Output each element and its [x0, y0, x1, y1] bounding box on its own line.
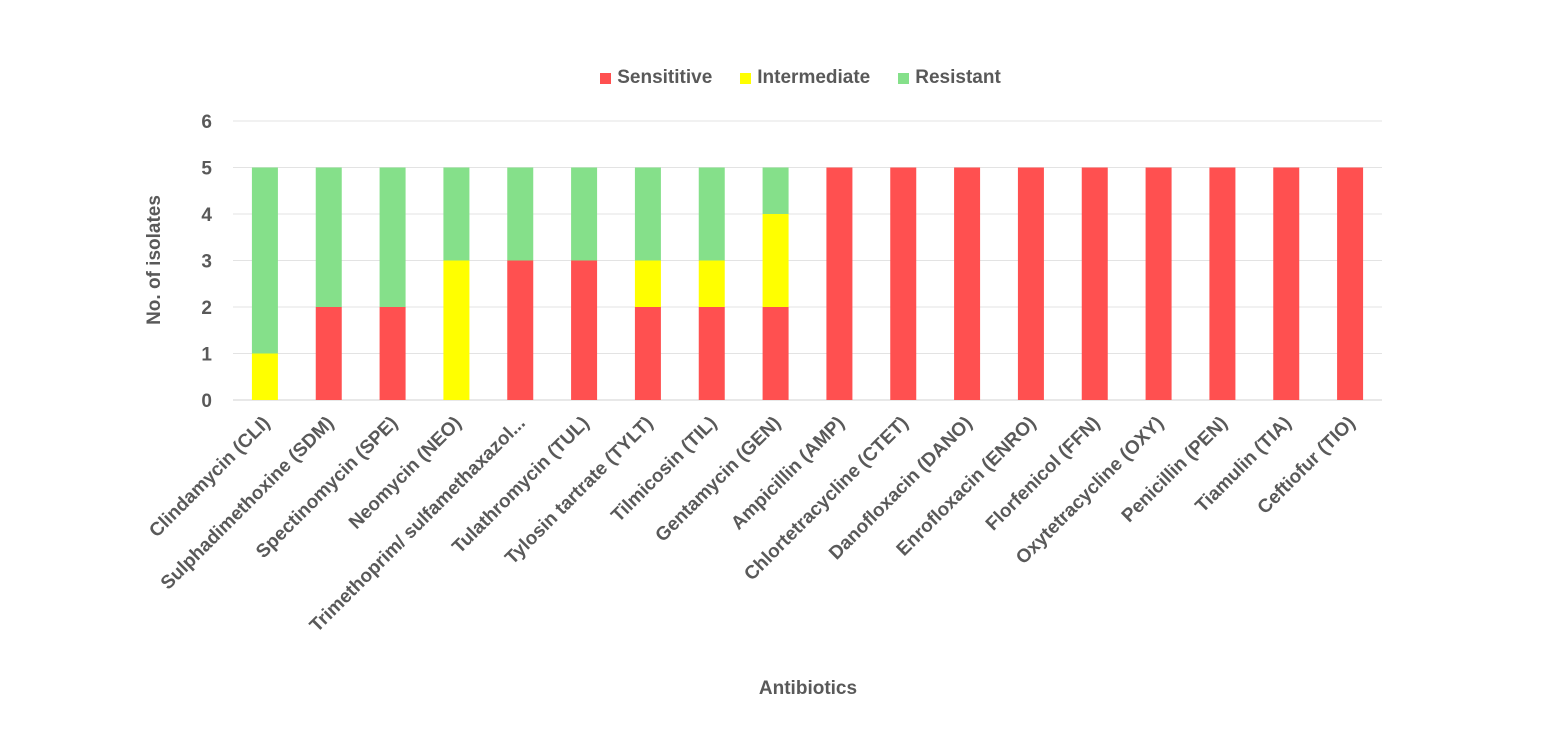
- legend-label-resistant: Resistant: [915, 67, 1001, 88]
- legend-item-intermediate[interactable]: Intermediate: [740, 67, 870, 89]
- bar-sensititive: [890, 167, 917, 400]
- legend-item-sensitive[interactable]: Sensititive: [600, 67, 712, 89]
- bar-resistant: [443, 167, 470, 261]
- bar-resistant: [315, 167, 342, 307]
- bar-resistant: [571, 167, 598, 261]
- bar-sensititive: [1017, 167, 1044, 400]
- bar-resistant: [379, 167, 406, 307]
- legend-item-resistant[interactable]: Resistant: [898, 67, 1001, 89]
- x-tick-label: Ampicillin (AMP): [727, 413, 849, 535]
- x-tick-label: Florfenicol (FFN): [982, 413, 1104, 535]
- bar-sensititive: [634, 307, 661, 400]
- y-tick-label: 1: [201, 345, 212, 366]
- x-tick-label: Neomycin (NEO): [345, 413, 466, 534]
- bar-sensititive: [698, 307, 725, 400]
- bar-intermediate: [251, 353, 278, 400]
- bar-sensititive: [826, 167, 853, 400]
- bar-sensititive: [762, 307, 789, 400]
- bar-intermediate: [698, 260, 725, 307]
- legend: Sensititive Intermediate Resistant: [0, 66, 1541, 90]
- bar-resistant: [251, 167, 278, 354]
- legend-swatch-sensitive: [600, 72, 612, 84]
- bar-sensititive: [954, 167, 981, 400]
- bar-resistant: [698, 167, 725, 261]
- bar-sensititive: [1081, 167, 1108, 400]
- legend-label-intermediate: Intermediate: [757, 67, 871, 88]
- y-axis-title: No. of isolates: [144, 195, 165, 325]
- y-tick-label: 2: [201, 298, 212, 319]
- bar-resistant: [507, 167, 534, 261]
- bar-sensititive: [507, 260, 534, 400]
- x-axis-title: Antibiotics: [758, 678, 858, 699]
- y-tick-label: 0: [201, 391, 212, 412]
- bar-resistant: [762, 167, 789, 214]
- bar-resistant: [634, 167, 661, 261]
- bar-intermediate: [443, 260, 470, 400]
- bar-sensititive: [1145, 167, 1172, 400]
- y-tick-label: 4: [201, 205, 212, 226]
- bar-sensititive: [379, 307, 406, 400]
- bar-sensititive: [1273, 167, 1300, 400]
- legend-label-sensitive: Sensititive: [617, 67, 713, 88]
- x-tick-label: Clindamycin (CLI): [145, 413, 274, 542]
- bar-sensititive: [571, 260, 598, 400]
- y-tick-label: 3: [201, 252, 212, 273]
- y-tick-label: 5: [201, 159, 212, 180]
- x-tick-label: Gentamycin (GEN): [652, 413, 786, 547]
- bar-intermediate: [762, 214, 789, 307]
- y-tick-label: 6: [201, 112, 212, 133]
- bar-sensititive: [1209, 167, 1236, 400]
- bar-intermediate: [634, 260, 661, 307]
- legend-swatch-resistant: [898, 72, 910, 84]
- bar-sensititive: [315, 307, 342, 400]
- bar-sensititive: [1337, 167, 1364, 400]
- legend-swatch-intermediate: [740, 72, 752, 84]
